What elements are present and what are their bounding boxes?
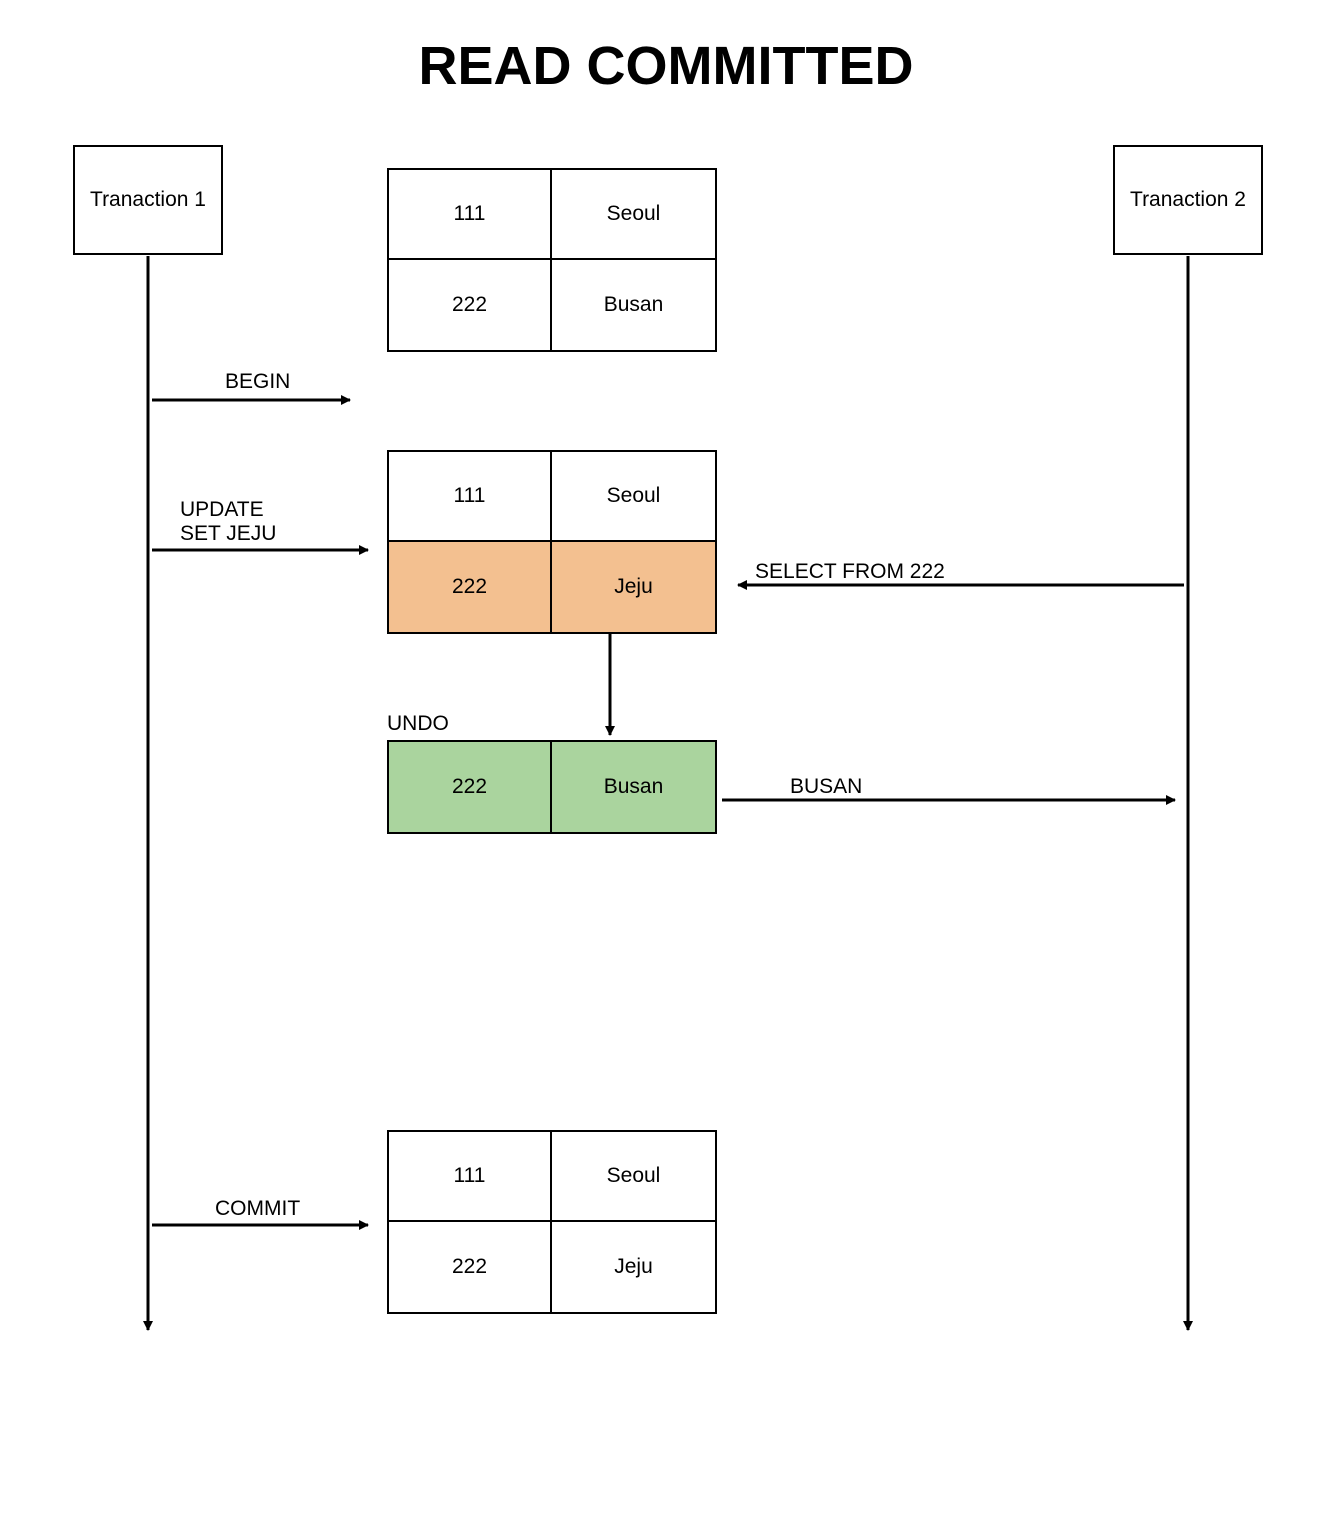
undo-row: 222Busan: [387, 740, 717, 834]
table-after-update: 111Seoul222Jeju: [387, 450, 717, 634]
table-cell: 222: [389, 1222, 552, 1312]
table-cell: Busan: [552, 742, 715, 832]
table-after-commit: 111Seoul222Jeju: [387, 1130, 717, 1314]
table-cell: 222: [389, 742, 552, 832]
table-cell: Seoul: [552, 1132, 715, 1222]
transaction-1-box: Tranaction 1: [73, 145, 223, 255]
table-cell: Seoul: [552, 452, 715, 542]
table-cell: Seoul: [552, 170, 715, 260]
table-initial: 111Seoul222Busan: [387, 168, 717, 352]
commit-label: COMMIT: [215, 1197, 300, 1221]
update-label: UPDATE SET JEJU: [180, 498, 276, 546]
busan-label: BUSAN: [790, 775, 862, 799]
select-label: SELECT FROM 222: [755, 560, 945, 584]
table-cell: Jeju: [552, 542, 715, 632]
begin-label: BEGIN: [225, 370, 290, 394]
undo-label: UNDO: [387, 712, 449, 736]
table-cell: Jeju: [552, 1222, 715, 1312]
table-cell: 222: [389, 260, 552, 350]
table-cell: 222: [389, 542, 552, 632]
transaction-2-box: Tranaction 2: [1113, 145, 1263, 255]
table-cell: 111: [389, 452, 552, 542]
table-cell: Busan: [552, 260, 715, 350]
transaction-1-label: Tranaction 1: [90, 188, 206, 212]
table-cell: 111: [389, 170, 552, 260]
diagram-title: READ COMMITTED: [0, 35, 1332, 97]
transaction-2-label: Tranaction 2: [1130, 188, 1246, 212]
table-cell: 111: [389, 1132, 552, 1222]
